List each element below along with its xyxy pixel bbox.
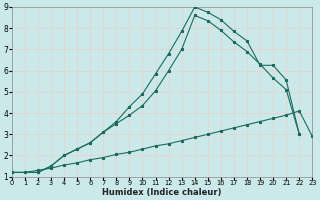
X-axis label: Humidex (Indice chaleur): Humidex (Indice chaleur) bbox=[102, 188, 222, 197]
